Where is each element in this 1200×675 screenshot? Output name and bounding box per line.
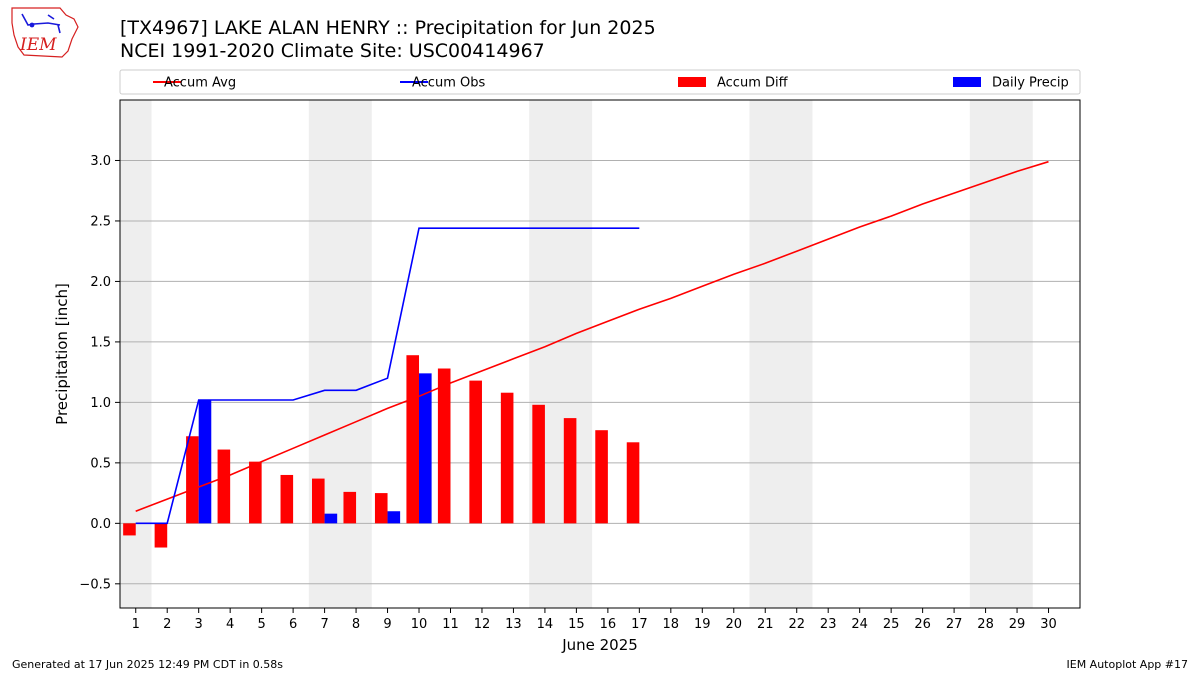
bar-accum-diff-day-17 — [626, 442, 640, 524]
y-tick-label-3: 1.0 — [90, 396, 111, 411]
x-tick-label-20: 20 — [725, 617, 742, 632]
iem-logo: IEM — [11, 7, 79, 58]
logo-outline-icon — [11, 7, 79, 58]
y-tick-label-7: 3.0 — [90, 154, 111, 169]
y-tick-label-5: 2.0 — [90, 275, 111, 290]
x-tick-label-19: 19 — [694, 617, 711, 632]
y-tick-label-4: 1.5 — [90, 335, 111, 350]
x-tick-label-21: 21 — [757, 617, 774, 632]
x-tick-label-27: 27 — [946, 617, 963, 632]
x-tick-label-1: 1 — [132, 617, 140, 632]
weekend-band-3 — [749, 100, 813, 608]
bar-accum-diff-day-13 — [500, 392, 514, 524]
bar-accum-diff-day-16 — [595, 430, 608, 524]
footer-generated: Generated at 17 Jun 2025 12:49 PM CDT in… — [12, 658, 284, 671]
bars — [123, 355, 640, 548]
lines — [135, 160, 1049, 525]
bar-accum-diff-day-3 — [186, 436, 199, 524]
line-accum-avg — [135, 160, 1049, 512]
bar-accum-diff-day-5 — [249, 461, 262, 524]
legend-label-accum-obs: Accum Obs — [412, 76, 485, 91]
y-tick-label-1: 0.0 — [90, 517, 111, 532]
legend-label-accum-avg: Accum Avg — [164, 76, 236, 91]
bar-accum-diff-day-7 — [312, 478, 325, 524]
bar-accum-diff-day-12 — [469, 380, 482, 524]
weekend-band-1 — [308, 100, 372, 608]
x-tick-label-30: 30 — [1040, 617, 1057, 632]
bar-accum-diff-day-1 — [123, 523, 136, 536]
footer-app: IEM Autoplot App #17 — [1066, 658, 1189, 671]
bar-accum-diff-day-14 — [532, 404, 545, 524]
x-tick-label-17: 17 — [631, 617, 648, 632]
y-axis-label: Precipitation [inch] — [53, 283, 71, 425]
y-tick-label-6: 2.5 — [90, 214, 111, 229]
chart-title: [TX4967] LAKE ALAN HENRY :: Precipitatio… — [120, 17, 656, 39]
x-tick-label-28: 28 — [977, 617, 994, 632]
x-tick-label-7: 7 — [320, 617, 328, 632]
y-tick-label-0: −0.5 — [79, 577, 111, 592]
x-tick-label-13: 13 — [505, 617, 522, 632]
x-tick-label-10: 10 — [411, 617, 428, 632]
x-tick-label-12: 12 — [474, 617, 491, 632]
x-tick-label-3: 3 — [195, 617, 203, 632]
line-accum-obs — [135, 227, 640, 525]
legend-label-accum-diff: Accum Diff — [717, 76, 789, 91]
x-tick-label-5: 5 — [257, 617, 265, 632]
x-tick-label-11: 11 — [442, 617, 459, 632]
weekend-shading — [120, 100, 1033, 608]
bar-daily-precip-day-7 — [324, 513, 338, 524]
x-tick-label-24: 24 — [851, 617, 868, 632]
bar-accum-diff-day-8 — [343, 491, 357, 524]
x-tick-label-2: 2 — [163, 617, 171, 632]
legend: Accum Avg Accum Obs Accum Diff Daily Precip — [119, 69, 1081, 95]
bar-daily-precip-day-3 — [198, 399, 212, 524]
bar-accum-diff-day-15 — [563, 418, 577, 524]
x-tick-label-29: 29 — [1009, 617, 1026, 632]
legend-swatch-daily-precip — [953, 77, 981, 87]
plot-frame — [119, 99, 1081, 609]
x-tick-label-15: 15 — [568, 617, 585, 632]
bar-accum-diff-day-2 — [154, 523, 168, 548]
bar-daily-precip-day-9 — [387, 511, 401, 524]
bar-accum-diff-day-9 — [374, 493, 388, 524]
bar-accum-diff-day-6 — [280, 474, 294, 524]
y-tick-label-2: 0.5 — [90, 456, 111, 471]
x-tick-label-14: 14 — [537, 617, 554, 632]
logo-dot-icon — [29, 22, 35, 28]
chart-subtitle: NCEI 1991-2020 Climate Site: USC00414967 — [120, 40, 545, 62]
bar-daily-precip-day-10 — [419, 373, 432, 524]
y-axis-ticks: −0.5 0.0 0.5 1.0 1.5 2.0 2.5 3.0 — [79, 154, 120, 592]
bar-accum-diff-day-4 — [217, 449, 231, 524]
legend-box — [119, 69, 1081, 95]
x-axis-label: June 2025 — [561, 636, 638, 654]
bar-accum-diff-day-10 — [406, 355, 420, 524]
x-axis-ticks: 1 2 3 4 5 6 7 8 9 10 11 12 13 14 15 16 17 18 19 20 21 22 23 24 2… — [132, 608, 1057, 632]
logo-text: IEM — [19, 35, 57, 55]
x-tick-label-18: 18 — [663, 617, 680, 632]
legend-swatch-accum-diff — [678, 77, 706, 87]
bar-accum-diff-day-11 — [437, 368, 451, 524]
x-tick-label-6: 6 — [289, 617, 297, 632]
x-tick-label-22: 22 — [788, 617, 805, 632]
x-tick-label-25: 25 — [883, 617, 900, 632]
x-tick-label-26: 26 — [914, 617, 931, 632]
legend-label-daily-precip: Daily Precip — [992, 76, 1069, 91]
x-tick-label-4: 4 — [226, 617, 234, 632]
x-tick-label-16: 16 — [600, 617, 617, 632]
weekend-band-2 — [529, 100, 593, 608]
x-tick-label-9: 9 — [383, 617, 391, 632]
x-tick-label-8: 8 — [352, 617, 360, 632]
x-tick-label-23: 23 — [820, 617, 837, 632]
